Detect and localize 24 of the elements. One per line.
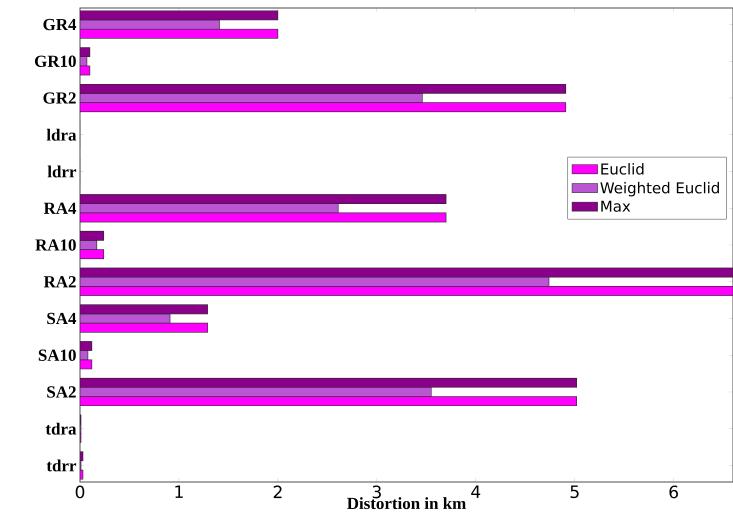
y-tick-label: ldra bbox=[46, 128, 76, 141]
y-tick-label: GR2 bbox=[43, 92, 76, 104]
legend-label: Max bbox=[601, 200, 630, 212]
y-tick-label: tdra bbox=[46, 422, 76, 435]
y-tick-label: RA2 bbox=[44, 276, 76, 288]
y-tick-label: tdrr bbox=[46, 460, 76, 472]
x-tick-label: 2 bbox=[274, 486, 282, 498]
y-tick-label: SA2 bbox=[47, 386, 76, 398]
y-tick-label: RA10 bbox=[35, 239, 76, 251]
x-tick-label: 4 bbox=[471, 486, 480, 498]
x-tick-label: 1 bbox=[175, 486, 183, 498]
x-tick-label: 0 bbox=[76, 486, 84, 498]
x-axis-title: Distortion in km bbox=[347, 497, 466, 510]
y-tick-label: ldrr bbox=[48, 166, 76, 178]
x-tick-label: 3 bbox=[372, 486, 381, 498]
x-tick-label: 5 bbox=[570, 486, 579, 498]
legend-label: Weighted Euclid bbox=[600, 182, 719, 196]
y-tick-label: SA4 bbox=[47, 312, 76, 324]
x-tick-label: 6 bbox=[669, 486, 678, 498]
legend-label: Euclid bbox=[601, 163, 644, 175]
y-tick-label: GR4 bbox=[43, 18, 76, 30]
y-tick-label: RA4 bbox=[44, 202, 76, 214]
y-tick-label: GR10 bbox=[34, 56, 76, 67]
y-tick-label: SA10 bbox=[38, 350, 76, 361]
